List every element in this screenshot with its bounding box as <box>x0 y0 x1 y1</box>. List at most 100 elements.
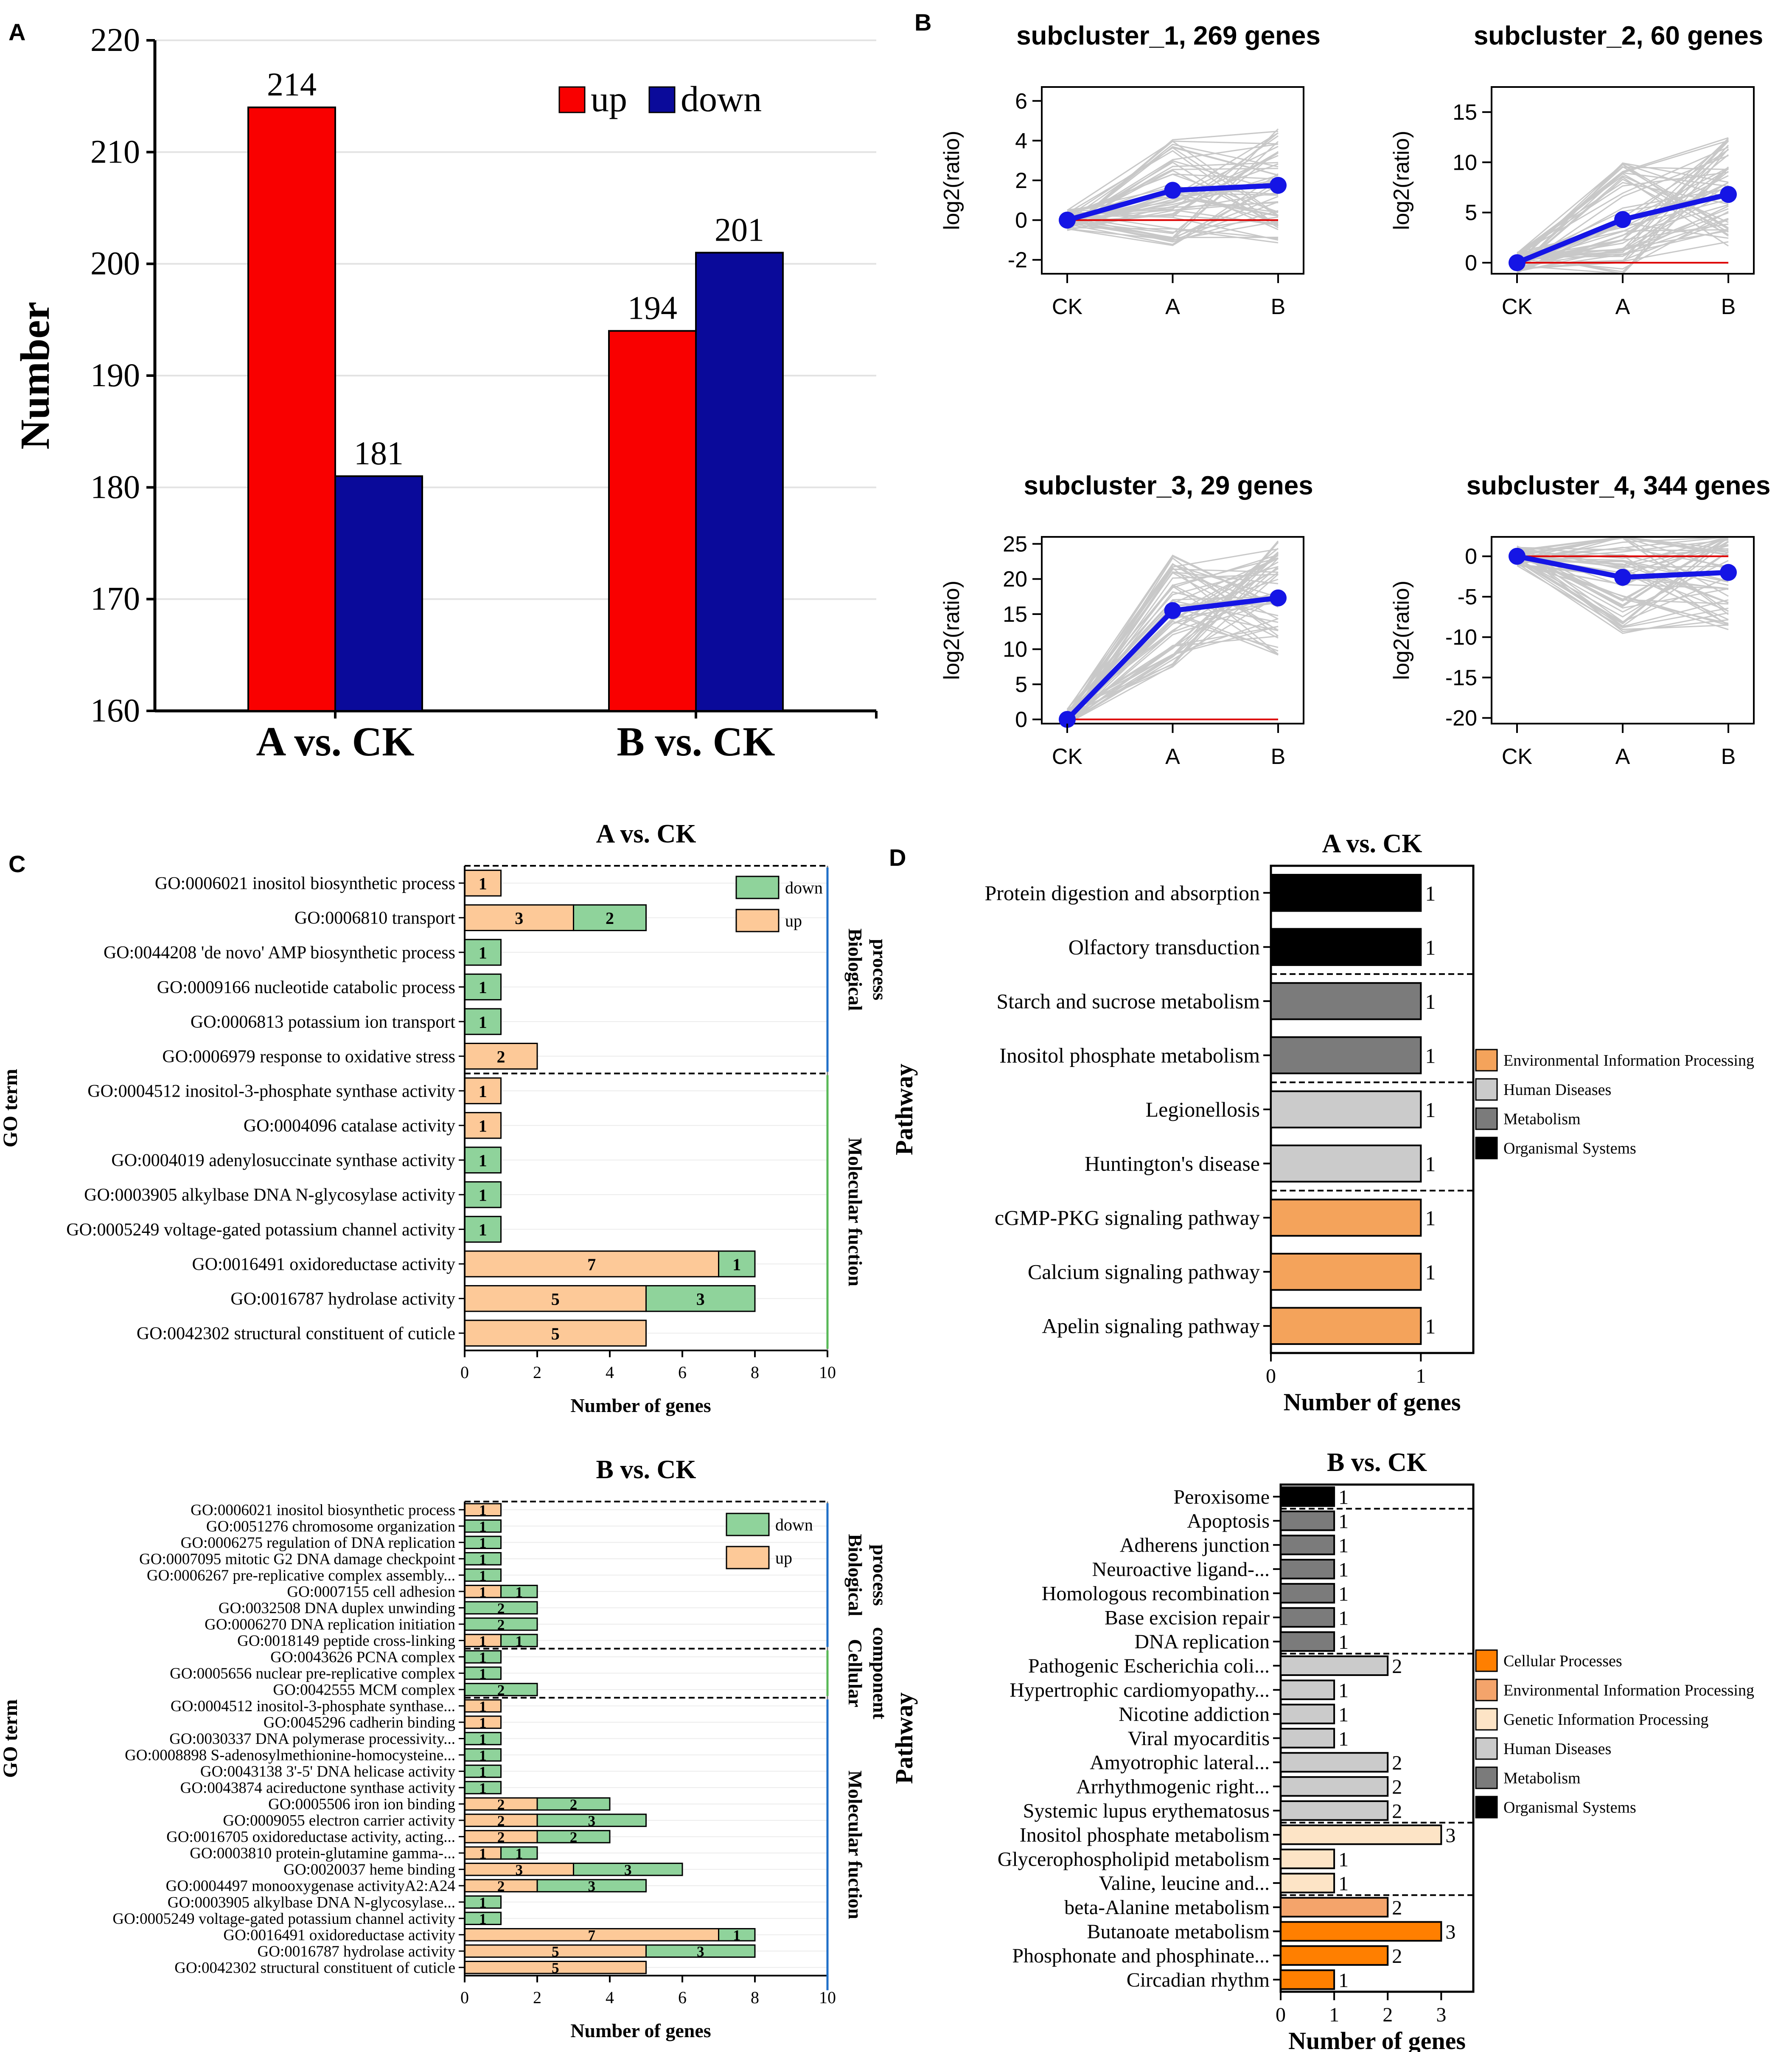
panel-letter-c: C <box>8 851 25 877</box>
go-term-label: GO:0004497 monooxygenase activityA2:A24 <box>166 1878 455 1895</box>
pathway-count-label: 1 <box>1425 1206 1436 1230</box>
pathway-bar <box>1280 1558 1335 1580</box>
bar-down <box>334 475 423 712</box>
pathway-label: Homologous recombination <box>1042 1582 1270 1605</box>
y-tick-label: -15 <box>1445 665 1477 690</box>
mean-point <box>1720 186 1737 203</box>
bar-down <box>695 252 784 712</box>
pathway-bar <box>1280 1848 1335 1870</box>
go-term-label: GO:0004096 catalase activity <box>244 1116 455 1136</box>
y-tick-label: 190 <box>90 357 140 393</box>
y-tick-label: 2 <box>1015 168 1027 193</box>
go-term-label: GO:0030337 DNA polymerase processivity..… <box>169 1730 455 1748</box>
x-tick-label: B <box>1721 744 1736 769</box>
x-tick-label: A <box>1615 295 1630 319</box>
pathway-count-label: 2 <box>1392 1897 1402 1919</box>
gene-profile-line <box>1517 536 1729 607</box>
legend-swatch <box>1475 1737 1498 1760</box>
down-count-label: 1 <box>479 1186 487 1205</box>
up-count-label: 2 <box>497 1797 505 1813</box>
pathway-count-label: 1 <box>1338 1607 1349 1629</box>
go-term-label: GO:0006979 response to oxidative stress <box>162 1047 455 1067</box>
gene-profile-line <box>1517 538 1729 602</box>
gene-profile-line <box>1067 160 1279 231</box>
gene-profile-line <box>1067 147 1279 217</box>
x-axis-title: Number of genes <box>1284 1388 1461 1416</box>
down-count-label: 1 <box>515 1633 523 1649</box>
up-count-label: 2 <box>497 1813 505 1829</box>
up-count-label: 5 <box>552 1960 559 1976</box>
down-count-label: 1 <box>479 1731 487 1747</box>
legend-swatch <box>1475 1078 1498 1101</box>
up-count-label: 2 <box>497 1829 505 1846</box>
mean-point <box>1270 177 1287 194</box>
bar-value-label: 194 <box>628 289 677 326</box>
down-count-label: 3 <box>624 1862 632 1878</box>
gene-profile-line <box>1517 178 1729 270</box>
gene-profile-line <box>1067 221 1279 241</box>
chart-title: A vs. CK <box>1322 829 1422 858</box>
y-tick-label: -20 <box>1445 706 1477 731</box>
go-term-label: GO:0006275 regulation of DNA replication <box>181 1534 455 1552</box>
pathway-bar <box>1280 1945 1389 1966</box>
y-tick-label: 0 <box>1015 208 1027 233</box>
legend-swatch-down <box>648 86 676 113</box>
go-term-label: GO:0016491 oxidoreductase activity <box>192 1255 455 1274</box>
x-tick-label: CK <box>1502 744 1533 769</box>
down-count-label: 3 <box>697 1943 704 1960</box>
legend-swatch <box>1475 1679 1498 1701</box>
y-axis-title: Pathway <box>890 1064 918 1155</box>
gene-profile-line <box>1067 140 1279 211</box>
pathway-count-label: 1 <box>1338 1872 1349 1895</box>
y-tick-label: 220 <box>90 21 140 58</box>
up-count-label: 1 <box>479 874 487 893</box>
pathway-count-label: 3 <box>1445 1921 1455 1943</box>
up-count-label: 1 <box>479 1584 487 1600</box>
up-bar <box>464 1813 538 1827</box>
go-term-label: GO:0003905 alkylbase DNA N-glycosylase a… <box>84 1185 455 1205</box>
y-tick-label: 160 <box>90 692 140 729</box>
mean-point <box>1509 254 1526 271</box>
pathway-label: Peroxisome <box>1173 1486 1270 1508</box>
go-term-label: GO:0003905 alkylbase DNA N-glycosylase..… <box>168 1894 455 1911</box>
legend-swatch-up <box>726 1546 770 1569</box>
y-tick-label: -10 <box>1445 625 1477 650</box>
y-tick-label: 20 <box>1003 567 1027 592</box>
legend-label: Cellular Processes <box>1503 1652 1622 1670</box>
y-axis-title: log2(ratio) <box>939 581 964 680</box>
legend-label-down: down <box>775 1515 813 1534</box>
pathway-label: Nicotine addiction <box>1119 1703 1270 1726</box>
mean-point <box>1614 569 1631 586</box>
pathway-label: Apoptosis <box>1187 1510 1270 1533</box>
x-tick-label: 0 <box>1276 2004 1286 2026</box>
down-bar <box>464 1535 502 1550</box>
go-term-label: GO:0051276 chromosome organization <box>206 1518 455 1535</box>
legend-swatch <box>1475 1107 1498 1130</box>
gene-profile-line <box>1067 542 1279 724</box>
mean-point <box>1164 182 1181 199</box>
pathway-count-label: 1 <box>1425 1044 1436 1067</box>
x-tick-label: 8 <box>751 1988 759 2007</box>
down-bar <box>464 1683 538 1696</box>
down-bar <box>536 1813 647 1827</box>
y-tick-label: 5 <box>1465 201 1477 225</box>
pathway-label: Apelin signaling pathway <box>1042 1314 1260 1338</box>
panel-letter-a: A <box>8 19 25 45</box>
gene-profile-line <box>1517 547 1729 552</box>
category-label: Molecular fuction <box>844 1137 866 1286</box>
up-count-label: 1 <box>479 1082 487 1101</box>
up-bar <box>464 1797 538 1811</box>
gene-profile-line <box>1066 554 1279 710</box>
up-count-label: 1 <box>479 1633 487 1649</box>
up-bar <box>464 1285 647 1312</box>
down-count-label: 2 <box>606 909 614 928</box>
down-bar <box>718 1250 756 1277</box>
x-tick-label: 0 <box>460 1363 469 1382</box>
down-count-label: 1 <box>479 1567 487 1584</box>
x-tick-label: A <box>1165 744 1180 769</box>
panel-letter-d: D <box>889 844 906 871</box>
bar-value-label: 181 <box>354 435 404 472</box>
pathway-bar <box>1280 1921 1442 1942</box>
